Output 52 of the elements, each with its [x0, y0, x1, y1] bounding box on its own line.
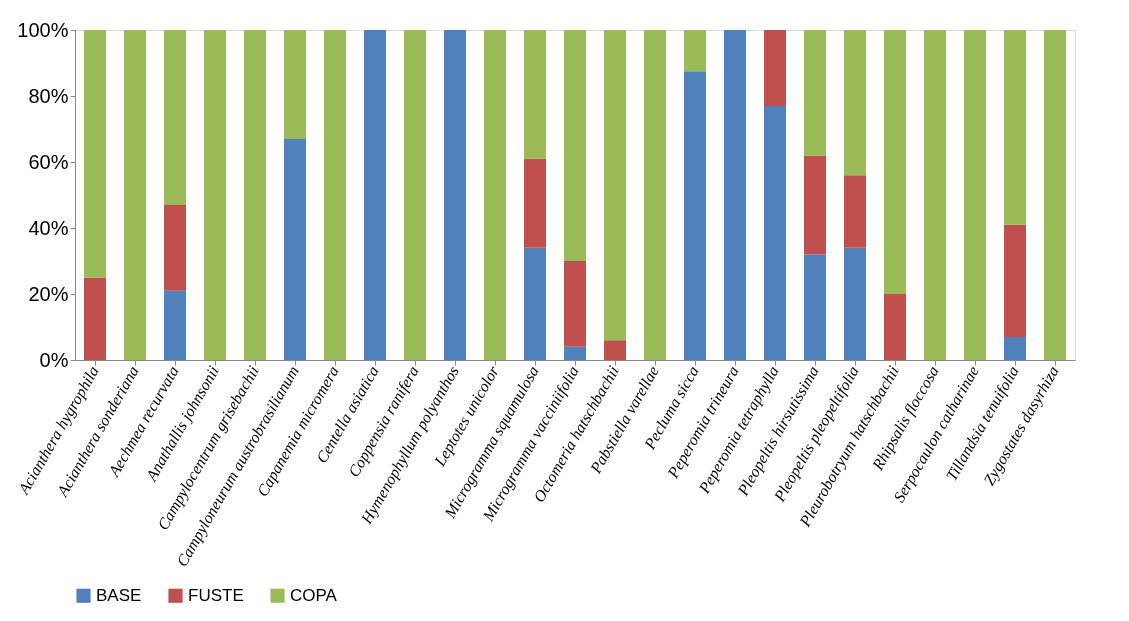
y-tick-label: 40% [28, 216, 69, 239]
bar [684, 71, 706, 360]
bar [484, 30, 506, 360]
bar [804, 254, 826, 360]
y-tick-label: 100% [17, 18, 69, 41]
bar [444, 30, 466, 360]
bar [404, 30, 426, 360]
bar [364, 30, 386, 360]
bar [844, 247, 866, 360]
bar [564, 261, 586, 347]
bar [1004, 336, 1026, 360]
bar [1004, 224, 1026, 337]
bar [804, 30, 826, 156]
bar [164, 290, 186, 360]
bar [124, 30, 146, 360]
bar [1004, 30, 1026, 225]
bar [884, 30, 906, 294]
bar [84, 277, 106, 360]
bar [764, 30, 786, 106]
bar [164, 204, 186, 291]
bar [604, 30, 626, 341]
y-tick-label: 60% [28, 150, 69, 173]
legend-label: FUSTE [188, 585, 244, 605]
bar [524, 158, 546, 248]
bar [844, 30, 866, 176]
bar [1044, 30, 1066, 360]
bar [884, 294, 906, 360]
bar [524, 30, 546, 159]
y-tick-label: 0% [39, 348, 69, 371]
bar [524, 247, 546, 360]
bar [84, 30, 106, 278]
bar [164, 30, 186, 205]
bar [564, 346, 586, 360]
legend-label: COPA [290, 585, 338, 605]
bar [724, 30, 746, 360]
bar [844, 175, 866, 248]
bar [604, 340, 626, 360]
bar [764, 105, 786, 360]
legend-label: BASE [96, 585, 142, 605]
bar [924, 30, 946, 360]
bar [564, 30, 586, 261]
y-tick-label: 80% [28, 84, 69, 107]
y-tick-label: 20% [28, 282, 69, 305]
bar [204, 30, 226, 360]
bar [804, 155, 826, 255]
bar [284, 138, 306, 360]
bar [244, 30, 266, 360]
bar [284, 30, 306, 139]
bar [964, 30, 986, 360]
bar [324, 30, 346, 360]
bar [684, 30, 706, 72]
bar [644, 30, 666, 360]
